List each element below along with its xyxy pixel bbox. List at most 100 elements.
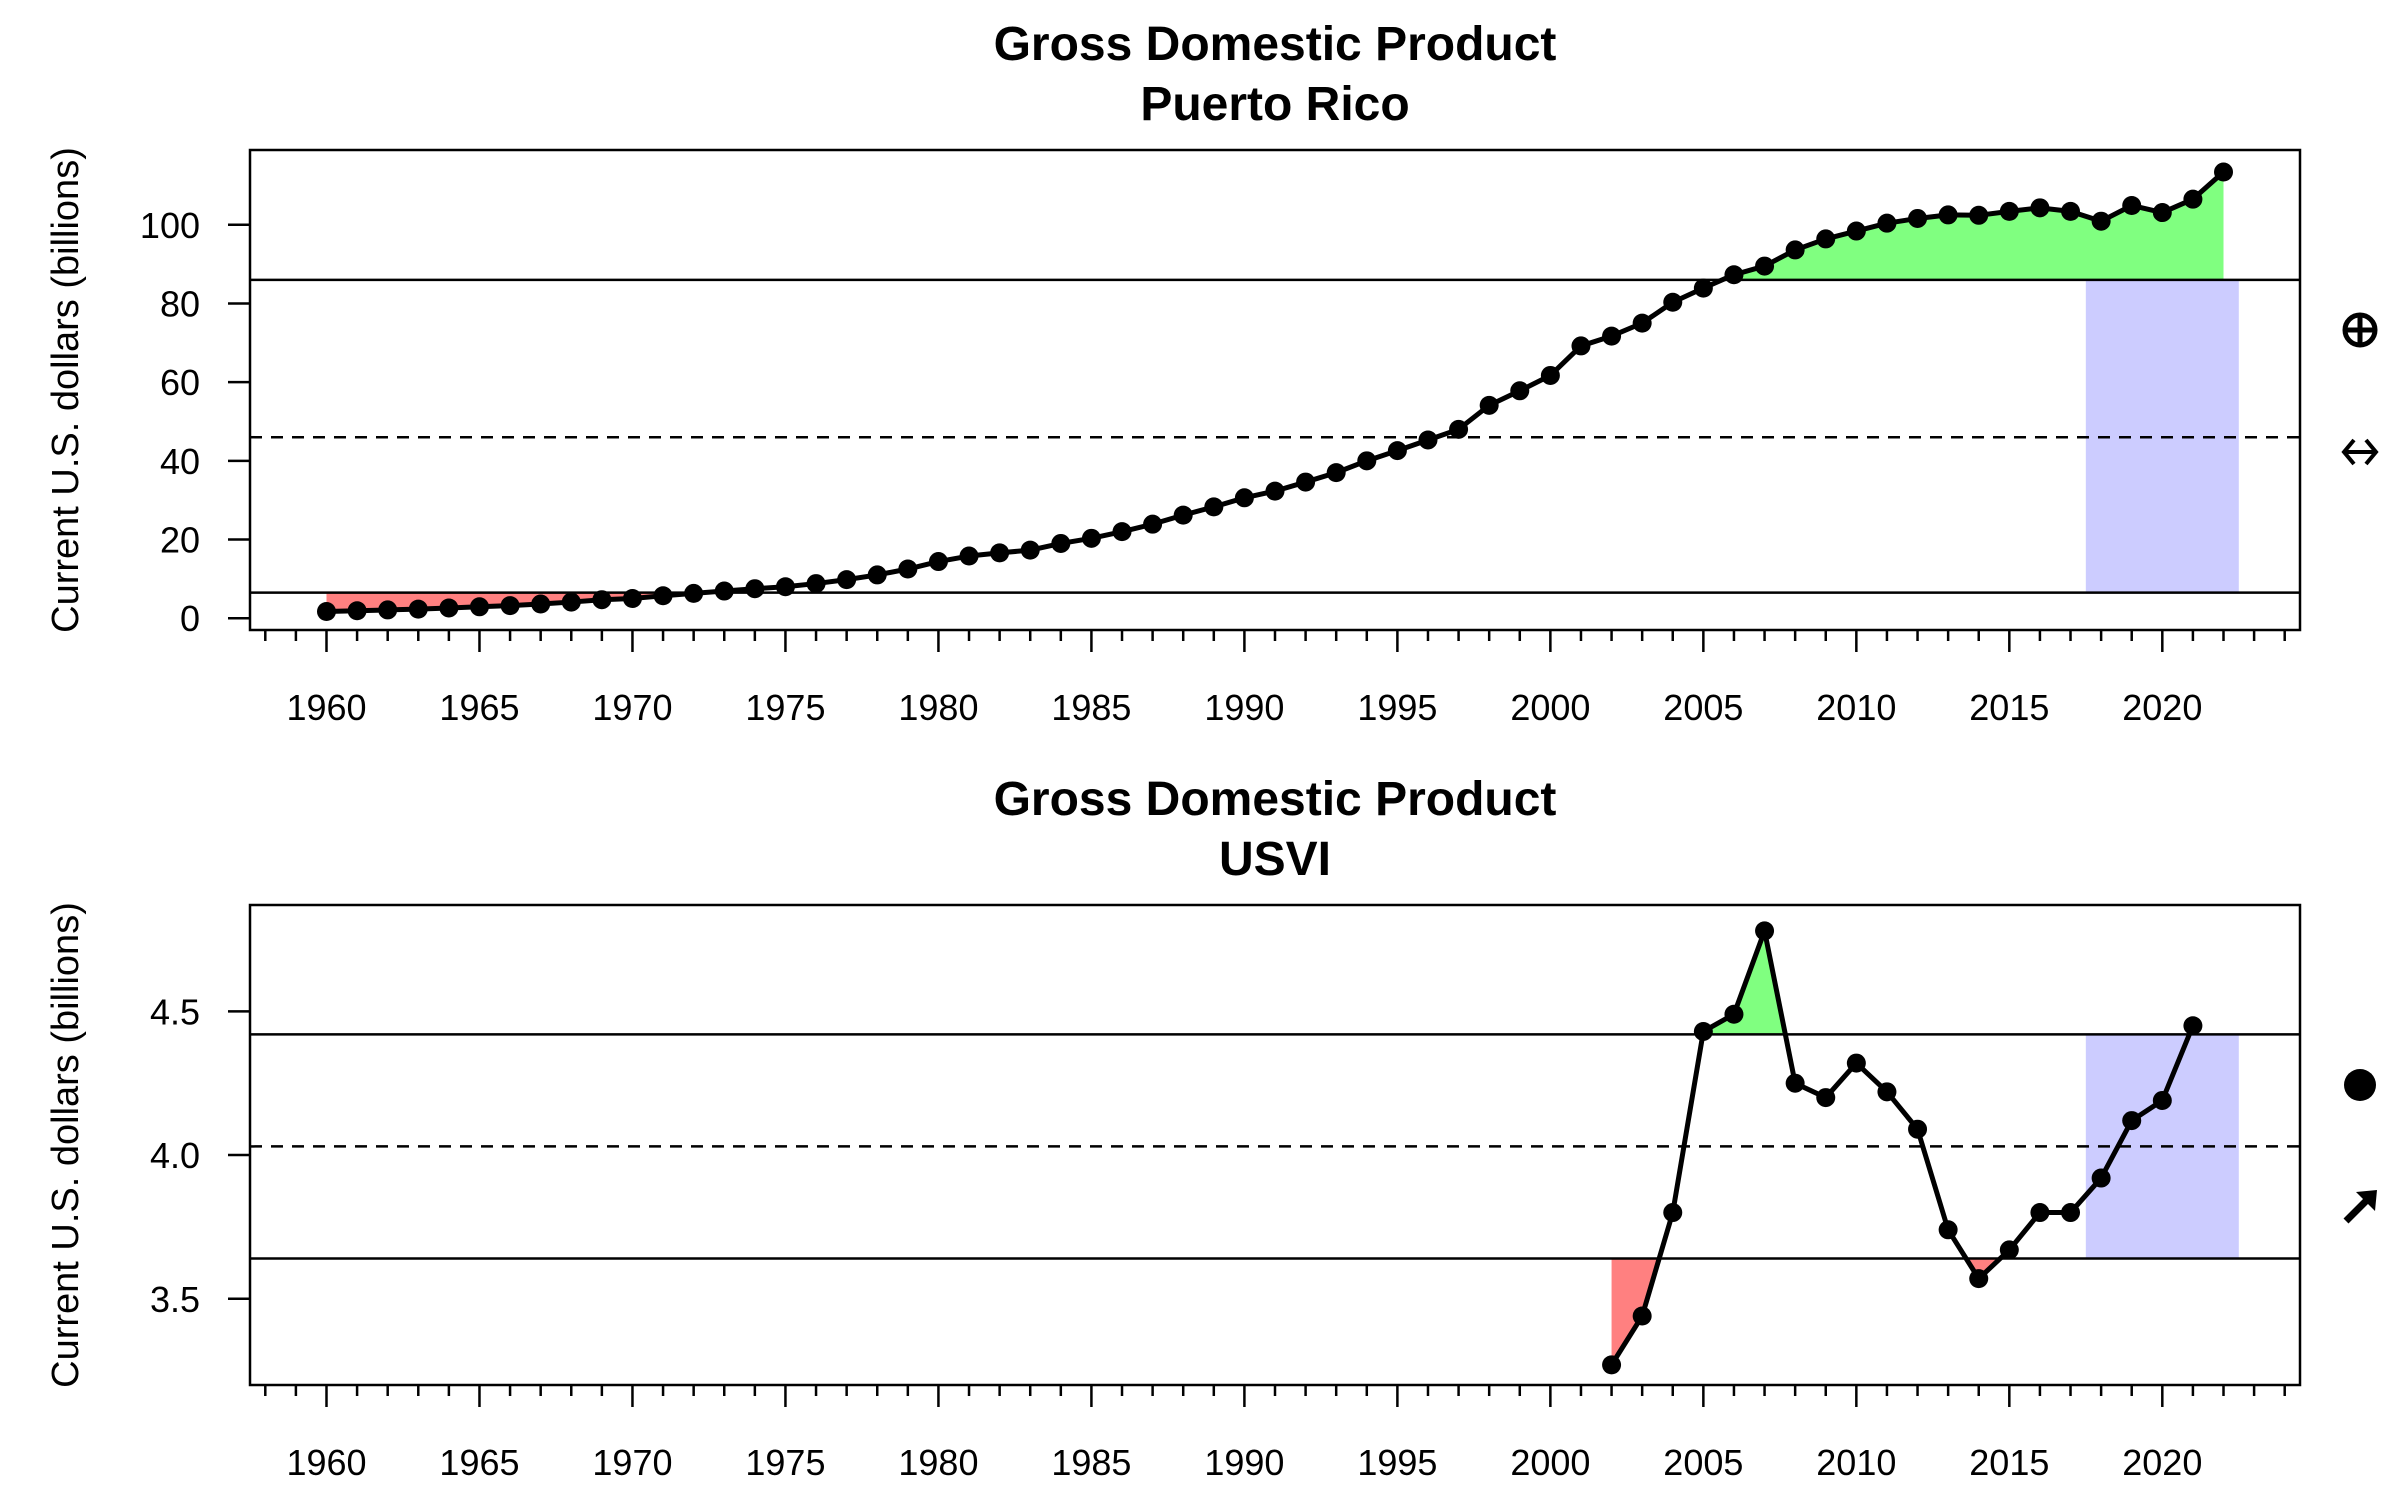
data-point xyxy=(1602,1355,1622,1375)
chart-subtitle: USVI xyxy=(1219,833,1331,886)
data-point xyxy=(684,583,704,603)
data-point xyxy=(1081,528,1101,548)
data-point xyxy=(531,594,551,614)
data-point xyxy=(1999,201,2019,221)
x-tick-label: 2020 xyxy=(2122,1442,2202,1483)
data-point xyxy=(959,546,979,566)
y-axis-label: Current U.S. dollars (billions) xyxy=(45,147,87,633)
x-tick-label: 1970 xyxy=(592,687,672,728)
data-point xyxy=(2183,1016,2203,1036)
x-tick-label: 1995 xyxy=(1357,1442,1437,1483)
data-point xyxy=(2091,211,2111,231)
data-point xyxy=(592,590,612,610)
data-point xyxy=(378,600,398,620)
data-point xyxy=(653,586,673,606)
data-point xyxy=(2122,195,2142,215)
above-upper-fill xyxy=(1702,930,1786,1035)
data-point xyxy=(1418,430,1438,450)
x-tick-label: 1990 xyxy=(1204,687,1284,728)
x-tick-label: 1975 xyxy=(745,687,825,728)
x-tick-label: 1960 xyxy=(286,687,366,728)
data-point xyxy=(1846,221,1866,241)
data-point xyxy=(1357,451,1377,471)
data-point xyxy=(745,579,765,599)
data-point xyxy=(1755,921,1775,941)
x-tick-label: 1960 xyxy=(286,1442,366,1483)
x-tick-label: 1985 xyxy=(1051,687,1131,728)
x-tick-label: 1965 xyxy=(439,687,519,728)
x-tick-label: 1975 xyxy=(745,1442,825,1483)
data-point xyxy=(1020,540,1040,560)
x-tick-label: 1965 xyxy=(439,1442,519,1483)
chart-title: Gross Domestic Product xyxy=(994,773,1557,826)
y-axis-label: Current U.S. dollars (billions) xyxy=(45,902,87,1388)
x-tick-label: 2005 xyxy=(1663,1442,1743,1483)
data-point xyxy=(469,597,489,617)
data-point xyxy=(1693,278,1713,298)
data-point xyxy=(1173,505,1193,525)
data-point xyxy=(2152,203,2172,223)
x-tick-label: 1980 xyxy=(898,687,978,728)
data-point xyxy=(1051,533,1071,553)
x-tick-label: 2010 xyxy=(1816,1442,1896,1483)
data-point xyxy=(1234,488,1254,508)
data-point xyxy=(1540,365,1560,385)
data-point xyxy=(1877,1082,1897,1102)
plus-circle-icon xyxy=(2342,312,2378,348)
data-point xyxy=(439,598,459,618)
data-point xyxy=(1387,441,1407,461)
data-point xyxy=(1663,1203,1683,1223)
data-point xyxy=(622,589,642,609)
x-tick-label: 2015 xyxy=(1969,687,2049,728)
data-point xyxy=(2122,1111,2142,1131)
x-tick-label: 2020 xyxy=(2122,687,2202,728)
x-tick-label: 2010 xyxy=(1816,687,1896,728)
data-point xyxy=(1816,229,1836,249)
data-point xyxy=(500,596,520,616)
panel-puerto-rico: Gross Domestic Product Puerto Rico 1960 196… xyxy=(45,18,2379,728)
x-tick-label: 1995 xyxy=(1357,687,1437,728)
data-point xyxy=(1846,1053,1866,1073)
data-point xyxy=(347,601,367,621)
data-point xyxy=(561,592,581,612)
data-point xyxy=(2061,201,2081,221)
data-point xyxy=(1724,1004,1744,1024)
data-point xyxy=(2091,1168,2111,1188)
data-point xyxy=(1632,313,1652,333)
y-tick-label: 0 xyxy=(180,598,200,639)
y-tick-label: 20 xyxy=(160,520,200,561)
data-point xyxy=(1143,514,1163,534)
data-point xyxy=(1693,1021,1713,1041)
data-point xyxy=(1908,1119,1928,1139)
data-point xyxy=(316,602,336,622)
data-point xyxy=(2214,162,2234,182)
above-upper-fill xyxy=(1722,172,2224,280)
data-point xyxy=(1204,497,1224,517)
x-tick-label: 2000 xyxy=(1510,1442,1590,1483)
data-point xyxy=(2030,198,2050,218)
x-tick-label: 1980 xyxy=(898,1442,978,1483)
data-point xyxy=(775,577,795,597)
x-tick-label: 2005 xyxy=(1663,687,1743,728)
data-point xyxy=(1969,205,1989,225)
data-point xyxy=(1510,381,1530,401)
data-point xyxy=(1112,522,1132,542)
data-point xyxy=(1877,213,1897,233)
arrow-up-right-icon xyxy=(2343,1190,2377,1224)
data-point xyxy=(2152,1090,2172,1110)
data-point xyxy=(2183,189,2203,209)
data-point xyxy=(1296,472,1316,492)
y-tick-label: 60 xyxy=(160,362,200,403)
data-point xyxy=(1999,1240,2019,1260)
data-point xyxy=(714,581,734,601)
data-point xyxy=(1265,481,1285,501)
data-point xyxy=(1724,265,1744,285)
y-tick-label: 4.5 xyxy=(150,991,200,1032)
filled-circle-icon xyxy=(2344,1069,2376,1101)
x-tick-label: 1985 xyxy=(1051,1442,1131,1483)
panel-usvi: Gross Domestic Product USVI 1960 1965 1970 19… xyxy=(45,773,2377,1483)
x-tick-label: 1990 xyxy=(1204,1442,1284,1483)
data-point xyxy=(1571,336,1591,356)
data-point xyxy=(1449,419,1469,439)
